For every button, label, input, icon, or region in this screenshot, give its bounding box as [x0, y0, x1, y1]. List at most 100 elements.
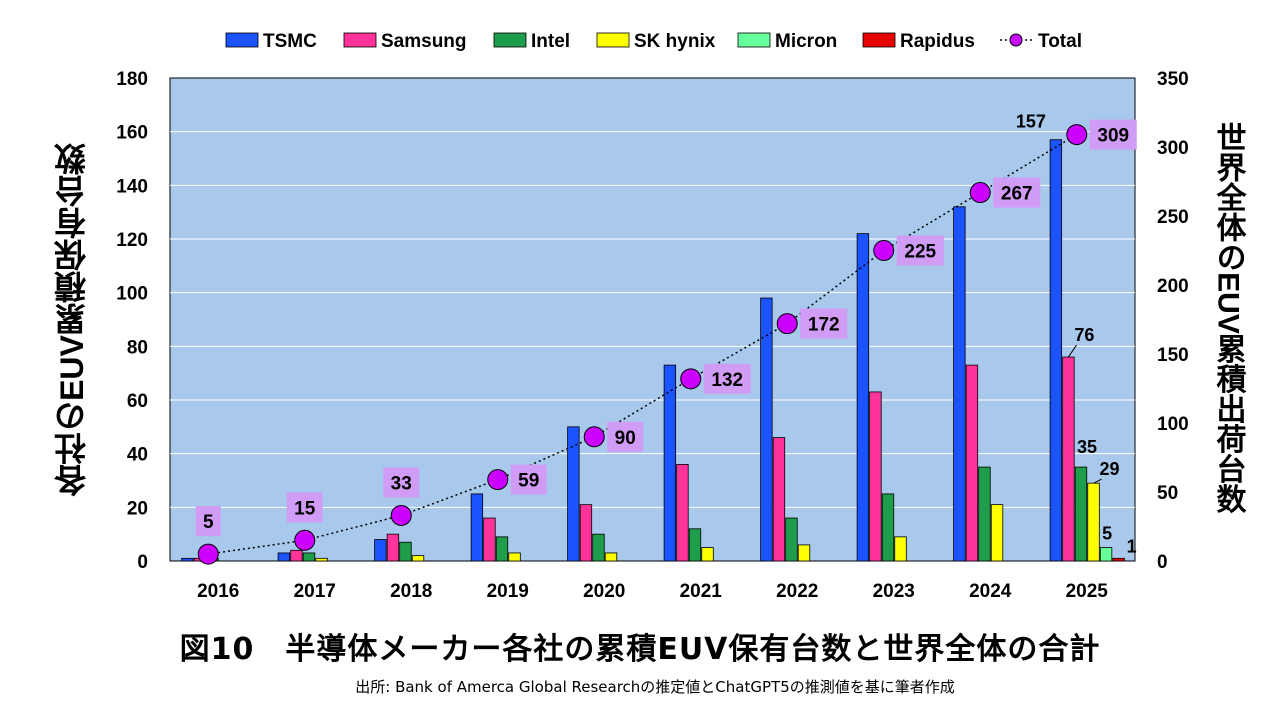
bar-samsung — [965, 364, 979, 562]
legend-swatch — [493, 32, 527, 48]
bar-data-label: 1 — [1127, 536, 1137, 556]
total-marker — [487, 469, 509, 491]
total-data-label: 33 — [391, 473, 412, 494]
legend-label: Micron — [775, 31, 837, 52]
total-label-box — [1089, 119, 1137, 150]
legend-swatch — [343, 32, 377, 48]
total-data-label: 59 — [518, 471, 539, 492]
total-marker — [390, 504, 412, 526]
y-left-tick-label: 140 — [116, 176, 148, 197]
bar-sk-hynix — [990, 504, 1004, 562]
bar-data-label: 5 — [1102, 524, 1112, 544]
total-label-box — [510, 464, 547, 495]
x-tick-label: 2022 — [776, 581, 818, 602]
x-tick-label: 2018 — [390, 581, 432, 602]
bar-sk-hynix — [797, 544, 811, 562]
bar-sk-hynix — [508, 552, 521, 562]
bar-intel — [785, 517, 798, 562]
bar-data-label: 76 — [1074, 325, 1094, 345]
y-right-tick-label: 100 — [1157, 414, 1189, 435]
y-right-tick-label: 300 — [1157, 138, 1189, 159]
total-data-label: 225 — [904, 242, 936, 263]
bar-data-label: 35 — [1077, 437, 1097, 457]
legend-label: Rapidus — [900, 31, 975, 52]
legend-swatch — [225, 32, 259, 48]
bar-samsung — [676, 463, 689, 562]
legend-swatch — [862, 32, 896, 48]
data-label-leader — [1068, 344, 1077, 358]
y-right-tick-label: 150 — [1157, 345, 1189, 366]
y-left-tick-label: 80 — [127, 337, 148, 358]
bar-tsmc — [953, 206, 966, 562]
source-note: 出所: Bank of Amerca Global Researchの推定値とC… — [355, 678, 955, 696]
bar-data-label: 157 — [1016, 112, 1046, 132]
data-label-leader — [1093, 478, 1102, 484]
bar-sk-hynix — [701, 547, 714, 562]
x-tick-label: 2025 — [1066, 581, 1109, 602]
total-label-box — [383, 467, 420, 498]
legend-swatch-total-marker — [1009, 33, 1023, 47]
bar-tsmc — [374, 539, 387, 562]
bar-intel — [302, 552, 316, 562]
legend-swatch — [737, 32, 771, 48]
total-data-label: 267 — [1001, 184, 1033, 205]
y-left-tick-label: 160 — [116, 123, 148, 144]
bar-samsung — [290, 549, 303, 562]
legend-label: Samsung — [381, 31, 467, 52]
total-data-label: 5 — [203, 512, 214, 533]
legend-swatch — [596, 32, 630, 48]
total-marker — [294, 529, 316, 551]
x-tick-label: 2021 — [680, 581, 723, 602]
total-label-box — [896, 235, 944, 266]
bar-intel — [978, 466, 991, 562]
x-tick-label: 2019 — [487, 581, 529, 602]
legend-label: Total — [1038, 31, 1082, 52]
total-marker — [197, 543, 219, 565]
x-tick-label: 2024 — [969, 581, 1012, 602]
bar-micron — [1099, 547, 1113, 562]
bar-tsmc — [181, 557, 194, 562]
bar-tsmc — [760, 297, 773, 562]
y-right-tick-label: 250 — [1157, 207, 1189, 228]
total-label-box — [286, 492, 323, 523]
bar-intel — [399, 541, 412, 562]
bar-sk-hynix — [315, 557, 328, 562]
total-data-label: 15 — [294, 498, 316, 519]
x-tick-label: 2016 — [197, 581, 239, 602]
bar-rapidus — [1112, 557, 1125, 562]
bar-sk-hynix — [411, 555, 425, 562]
bar-samsung — [869, 391, 882, 562]
bar-tsmc — [856, 233, 870, 562]
bar-tsmc — [1049, 139, 1063, 562]
total-data-label: 132 — [711, 370, 743, 391]
y-left-tick-label: 120 — [116, 230, 148, 251]
legend-label: SK hynix — [634, 31, 716, 52]
total-line — [208, 133, 1078, 555]
legend-label: Intel — [531, 31, 570, 52]
total-label-box — [195, 506, 221, 537]
y-right-tick-label: 350 — [1157, 69, 1189, 90]
bar-sk-hynix — [894, 536, 907, 562]
total-marker — [680, 368, 702, 390]
y-left-tick-label: 40 — [127, 445, 148, 466]
bar-intel — [1074, 466, 1088, 562]
total-label-box — [993, 177, 1041, 208]
y-left-tick-label: 20 — [127, 498, 148, 519]
bar-intel — [688, 528, 702, 562]
y-left-tick-label: 60 — [127, 391, 148, 412]
bar-samsung — [1062, 356, 1075, 562]
total-marker — [873, 240, 895, 261]
bar-tsmc — [470, 493, 484, 562]
bar-samsung — [772, 437, 786, 562]
y-right-tick-label: 200 — [1157, 276, 1189, 297]
bar-intel — [592, 533, 605, 562]
y-right-tick-label: 0 — [1157, 552, 1168, 573]
y-left-tick-label: 180 — [116, 69, 148, 90]
total-marker — [1066, 124, 1088, 146]
total-label-box — [703, 363, 751, 394]
x-tick-label: 2023 — [873, 581, 915, 602]
x-tick-label: 2020 — [583, 581, 625, 602]
total-marker — [969, 182, 991, 204]
y-left-axis-title: 各社のEUV累積保有台数 — [54, 142, 90, 498]
